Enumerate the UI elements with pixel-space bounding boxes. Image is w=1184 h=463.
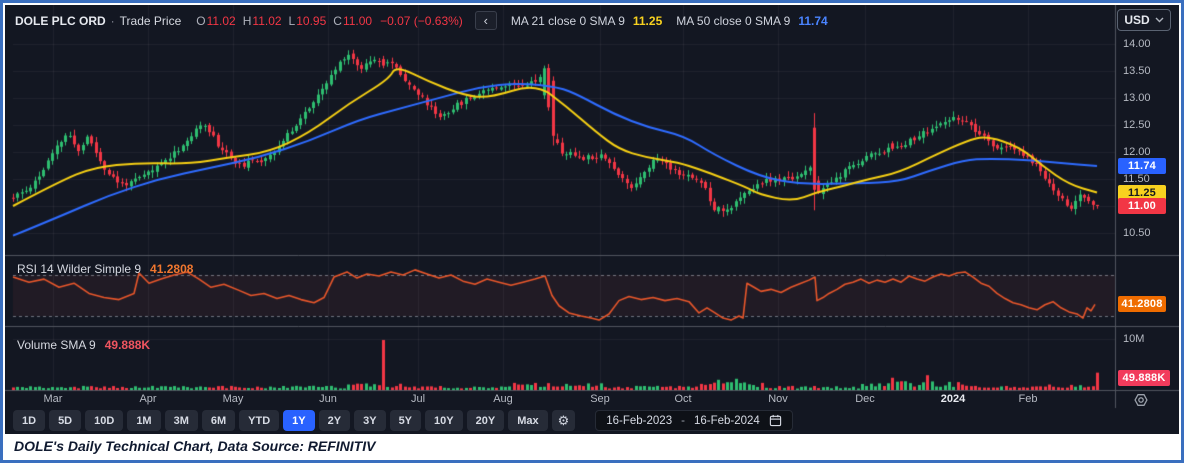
ohlc-key-h: H [242, 13, 252, 28]
ohlc-value-l: 10.95 [296, 13, 327, 28]
time-label-dec: Dec [855, 393, 875, 405]
time-label-jul: Jul [410, 393, 426, 405]
price-tick: 10.50 [1123, 227, 1151, 239]
time-axis[interactable]: Mar Apr May Jun Jul Aug Sep Oct Nov Dec 2024 Feb [5, 390, 1115, 408]
range-button-6m[interactable]: 6M [201, 410, 236, 431]
range-button-max[interactable]: Max [508, 410, 548, 431]
legend-collapse-button[interactable]: ‹ [474, 11, 497, 30]
range-button-1m[interactable]: 1M [127, 410, 161, 431]
volume-legend: Volume SMA 9 49.888K [17, 338, 150, 352]
time-label-oct: Oct [674, 393, 692, 405]
price-axis[interactable]: 14.00 13.50 13.00 12.50 12.00 11.50 10.50 11.74… [1115, 5, 1179, 408]
time-label-apr: Apr [139, 393, 157, 405]
time-label-jun: Jun [319, 393, 337, 405]
volume-sma-badge: 49.888K [1118, 370, 1170, 386]
last-price-badge: 11.00 [1118, 198, 1166, 214]
range-button-5d[interactable]: 5D [49, 410, 82, 431]
range-button-1y[interactable]: 1Y [283, 410, 315, 431]
range-button-10y[interactable]: 10Y [425, 410, 463, 431]
range-button-3y[interactable]: 3Y [354, 410, 386, 431]
symbol-name[interactable]: DOLE PLC ORD [15, 13, 106, 28]
ma21-price-badge: 11.25 [1118, 184, 1166, 201]
rsi-legend: RSI 14 Wilder Simple 9 41.2808 [17, 262, 193, 276]
range-button-1d[interactable]: 1D [13, 410, 46, 431]
ma50-legend: MA 50 close 0 SMA 9 11.74 [676, 14, 827, 28]
currency-select[interactable]: USD [1117, 9, 1171, 31]
gear-icon: ⚙ [557, 413, 570, 428]
ma21-label: MA 21 close 0 SMA 9 [510, 13, 625, 28]
time-label-aug: Aug [493, 393, 513, 405]
price-tick: 12.50 [1123, 119, 1151, 131]
change-value: −0.07 (−0.63%) [380, 13, 463, 28]
range-button-3m[interactable]: 3M [164, 410, 198, 431]
ma50-label: MA 50 close 0 SMA 9 [676, 13, 791, 28]
ma21-value: 11.25 [632, 13, 663, 28]
ohlc-key-o: O [196, 13, 206, 28]
range-button-5y[interactable]: 5Y [389, 410, 422, 431]
chart-legend: DOLE PLC ORD · Trade Price O 11.02 H 11.02 L… [15, 11, 828, 30]
volume-axis-label: 10M [1123, 333, 1145, 345]
date-to: 16-Feb-2024 [693, 414, 760, 427]
time-label-may: May [222, 393, 244, 405]
ma50-value: 11.74 [798, 13, 828, 28]
ohlc-value-o: 11.02 [206, 13, 236, 28]
rsi-value: 41.2808 [150, 262, 194, 276]
range-button-2y[interactable]: 2Y [318, 410, 351, 431]
ma21-legend: MA 21 close 0 SMA 9 11.25 [511, 14, 662, 28]
date-separator: - [681, 414, 685, 427]
price-tick: 13.00 [1123, 92, 1151, 104]
settings-button[interactable]: ⚙ [551, 410, 576, 431]
range-button-ytd[interactable]: YTD [239, 410, 280, 431]
date-from: 16-Feb-2023 [606, 414, 673, 427]
chart-area: DOLE PLC ORD · Trade Price O 11.02 H 11.02 L… [5, 5, 1179, 434]
chart-properties-button[interactable] [1133, 392, 1149, 408]
hexagon-settings-icon [1134, 394, 1148, 406]
calendar-icon [769, 414, 781, 427]
symbol-separator: · [110, 13, 115, 28]
price-tick: 14.00 [1123, 38, 1151, 50]
time-label-nov: Nov [768, 393, 788, 405]
caption-bar: DOLE's Daily Technical Chart, Data Sourc… [5, 434, 1179, 458]
time-label-feb: Feb [1018, 393, 1038, 405]
date-range-button[interactable]: 16-Feb-2023-16-Feb-2024 [595, 410, 793, 431]
ohlc-key-l: L [288, 13, 296, 28]
chevron-down-icon [1155, 17, 1164, 23]
price-tick: 13.50 [1123, 65, 1151, 77]
chart-canvas[interactable] [5, 5, 1179, 434]
ma50-price-badge: 11.74 [1118, 158, 1166, 175]
rsi-value-badge: 41.2808 [1118, 296, 1166, 313]
time-label-2024: 2024 [940, 393, 966, 405]
ohlc-value-h: 11.02 [252, 13, 282, 28]
range-button-20y[interactable]: 20Y [466, 410, 505, 431]
range-button-10d[interactable]: 10D [85, 410, 124, 431]
price-tick: 11.50 [1123, 173, 1150, 185]
ohlc-key-c: C [333, 13, 342, 28]
rsi-label: RSI 14 Wilder Simple 9 [17, 262, 142, 276]
ohlc-values: O 11.02 H 11.02 L 10.95 C 11.00 [189, 14, 372, 28]
series-type-label: Trade Price [119, 13, 182, 28]
timeframe-toolbar: 1D 5D 10D 1M 3M 6M YTD 1Y 2Y 3Y 5Y 10Y 20Y Max ⚙ 16-Feb… [13, 410, 793, 431]
time-label-mar: Mar [43, 393, 63, 405]
caption-text: DOLE's Daily Technical Chart, Data Sourc… [14, 438, 376, 454]
ohlc-value-c: 11.00 [342, 13, 373, 28]
price-tick: 12.00 [1123, 146, 1151, 158]
time-label-sep: Sep [590, 393, 610, 405]
volume-label: Volume SMA 9 [17, 338, 96, 352]
volume-value: 49.888K [104, 338, 151, 352]
currency-label: USD [1124, 13, 1150, 27]
